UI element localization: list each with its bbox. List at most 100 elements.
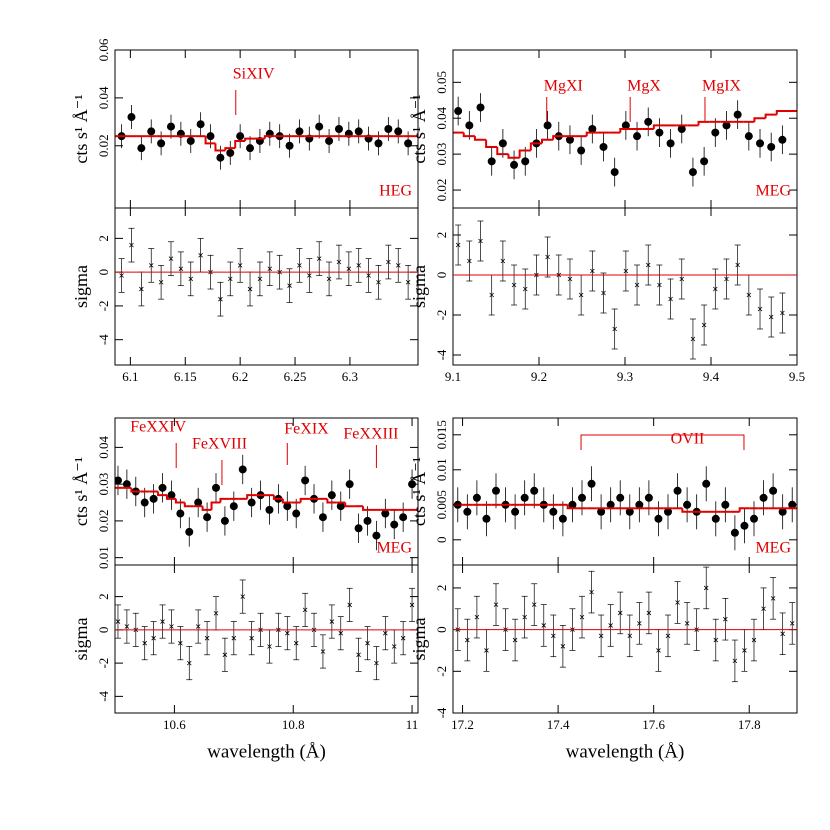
- data-point: [482, 514, 491, 523]
- residual-point: [598, 633, 604, 639]
- residual-point: [761, 606, 766, 612]
- data-point: [454, 107, 463, 116]
- residual-point: [465, 637, 470, 643]
- residual-point: [293, 640, 299, 646]
- line-label: FeXXIV: [130, 419, 186, 436]
- y-tick-label: -4: [434, 349, 449, 360]
- x-tick-label: 10.6: [163, 717, 186, 732]
- data-point: [149, 494, 158, 503]
- model-step: [619, 128, 632, 133]
- residual-point: [645, 262, 651, 268]
- residual-point: [578, 292, 584, 298]
- residual-point: [493, 602, 499, 607]
- data-point: [722, 121, 731, 130]
- data-point: [756, 139, 765, 148]
- residual-point: [732, 658, 738, 664]
- data-point: [285, 141, 294, 150]
- data-point: [476, 103, 485, 112]
- y-tick-label: -4: [434, 707, 449, 718]
- data-point: [399, 513, 408, 522]
- data-point: [511, 507, 520, 516]
- data-point: [673, 486, 682, 495]
- data-point: [487, 157, 496, 166]
- residual-point: [409, 602, 415, 608]
- line-label: MgX: [627, 78, 661, 95]
- y-tick-label: 0: [434, 537, 449, 544]
- x-tick-label: 9.1: [445, 369, 461, 384]
- residual-point: [579, 614, 585, 620]
- residual-point: [703, 585, 709, 591]
- x-axis-label: wavelength (Å): [207, 741, 326, 762]
- data-point: [186, 136, 195, 145]
- residual-point: [634, 282, 640, 288]
- residual-point: [724, 276, 729, 282]
- y-tick-label: -2: [434, 666, 449, 677]
- residual-point: [512, 637, 518, 643]
- model-step: [518, 149, 531, 158]
- x-tick-label: 6.3: [342, 369, 358, 384]
- residual-point: [297, 263, 302, 268]
- data-point: [295, 127, 304, 136]
- y-tick-label: 0.02: [96, 510, 111, 533]
- residual-point: [320, 649, 326, 654]
- spectrum-plot: [453, 466, 797, 551]
- residual-point: [656, 648, 661, 653]
- y-tick-label: 0.02: [434, 179, 449, 202]
- residual-point: [267, 644, 272, 649]
- x-tick-label: 6.2: [232, 369, 248, 384]
- residual-point: [395, 263, 401, 268]
- residual-point: [240, 594, 246, 599]
- data-point: [325, 136, 334, 145]
- residual-point: [665, 633, 671, 639]
- model-step: [344, 502, 355, 508]
- residual-point: [780, 310, 785, 316]
- residual-point: [531, 602, 537, 607]
- data-point: [216, 153, 225, 162]
- residual-point: [148, 263, 154, 268]
- residual-point: [690, 336, 696, 342]
- data-point: [265, 505, 274, 514]
- data-point: [465, 121, 474, 130]
- residual-point: [545, 254, 550, 260]
- data-point: [616, 493, 625, 502]
- data-point: [543, 121, 552, 130]
- data-point: [683, 500, 692, 509]
- residual-point: [129, 242, 134, 248]
- data-point: [372, 531, 381, 540]
- residual-point: [657, 282, 662, 288]
- residual-point: [474, 614, 480, 620]
- residual-point: [287, 283, 292, 288]
- model-step: [775, 110, 797, 115]
- data-point: [229, 502, 238, 511]
- model-step: [652, 124, 665, 129]
- x-tick-label: 9.3: [617, 369, 633, 384]
- line-label: OVII: [671, 431, 705, 448]
- model-step: [462, 132, 475, 138]
- data-point: [147, 127, 156, 136]
- model-step: [362, 506, 372, 511]
- residual-point: [567, 276, 573, 282]
- residual-point: [637, 621, 642, 626]
- y-tick-label: 0: [96, 269, 111, 276]
- line-label: FeXXIII: [343, 426, 398, 443]
- residual-point: [608, 623, 613, 628]
- data-point: [463, 507, 472, 516]
- residual-point: [589, 589, 594, 595]
- residual-plot: [454, 566, 796, 683]
- model-step: [174, 498, 185, 504]
- data-point: [520, 493, 529, 502]
- x-axis-label: wavelength (Å): [566, 741, 685, 762]
- y-tick-label: 2: [96, 593, 111, 600]
- residual-point: [249, 635, 254, 641]
- data-point: [122, 480, 131, 489]
- residual-point: [356, 263, 361, 268]
- model-step: [552, 135, 565, 140]
- model-step: [681, 508, 692, 513]
- residual-point: [770, 596, 776, 601]
- model-step: [529, 142, 543, 151]
- data-point: [318, 513, 327, 522]
- data-point: [472, 493, 481, 502]
- spectrum-plot: [453, 93, 797, 187]
- model-step: [738, 507, 750, 512]
